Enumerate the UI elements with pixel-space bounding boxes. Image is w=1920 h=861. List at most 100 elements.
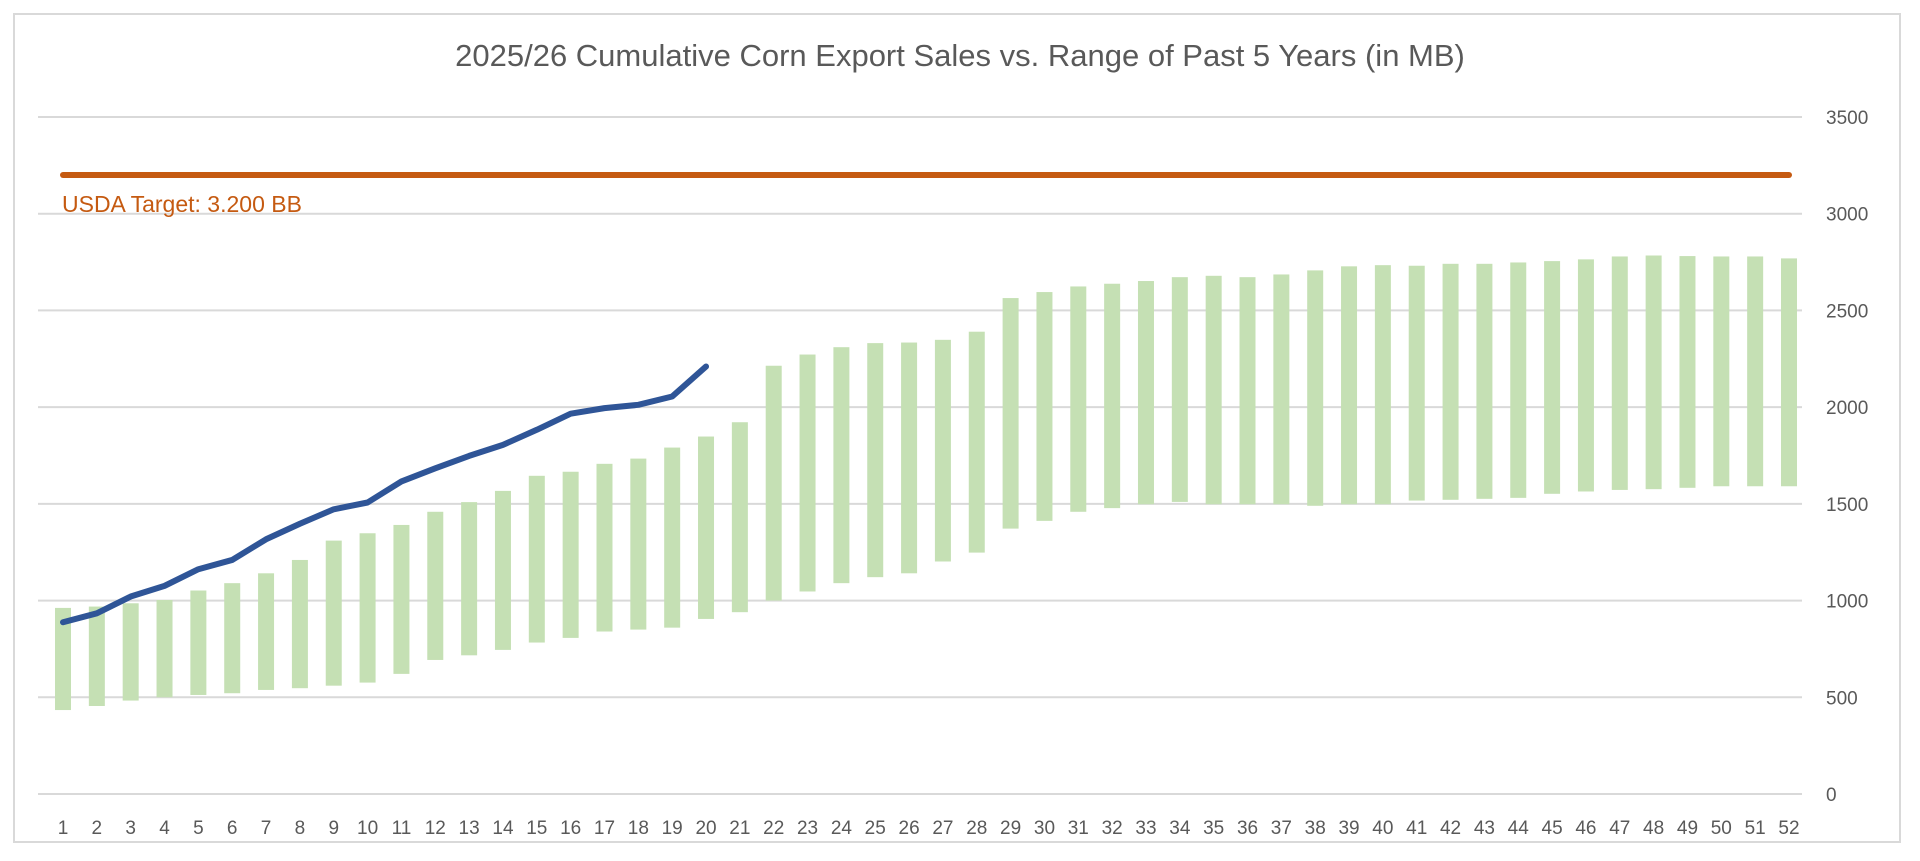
y-tick-label: 1500 — [1826, 495, 1868, 516]
range-bar — [1036, 292, 1053, 521]
range-bar — [291, 559, 308, 689]
range-bar — [731, 422, 748, 613]
range-bar — [833, 347, 850, 584]
x-tick-label: 44 — [1508, 818, 1530, 839]
range-bar — [325, 540, 342, 686]
range-bar — [1713, 256, 1730, 487]
x-tick-label: 43 — [1474, 818, 1495, 839]
range-bar — [190, 590, 207, 695]
x-tick-label: 35 — [1203, 818, 1224, 839]
y-tick-label: 2000 — [1826, 398, 1868, 419]
range-bar — [528, 475, 545, 643]
y-tick-label: 500 — [1826, 688, 1858, 709]
range-bar — [1137, 281, 1154, 505]
sales-line — [60, 363, 710, 626]
range-bar — [698, 436, 715, 619]
range-bar — [1442, 263, 1459, 500]
x-tick-label: 14 — [492, 818, 514, 839]
current-year-line — [60, 363, 710, 626]
range-bar — [1239, 277, 1256, 505]
x-tick-label: 23 — [797, 818, 818, 839]
range-bar — [1273, 274, 1290, 505]
y-tick-label: 3000 — [1826, 205, 1868, 226]
x-tick-label: 51 — [1745, 818, 1766, 839]
x-tick-label: 11 — [392, 818, 412, 839]
range-bar — [156, 599, 173, 698]
x-tick-label: 31 — [1068, 818, 1089, 839]
x-tick-label: 38 — [1305, 818, 1326, 839]
range-bar — [799, 354, 816, 592]
range-bar — [1781, 258, 1797, 487]
range-bar — [765, 365, 782, 601]
x-tick-label: 3 — [125, 818, 136, 839]
range-bar — [1679, 256, 1696, 488]
x-tick-label: 26 — [899, 818, 920, 839]
x-tick-label: 20 — [695, 818, 716, 839]
range-bar — [224, 583, 241, 694]
x-tick-label: 12 — [425, 818, 446, 839]
range-bar — [494, 490, 511, 650]
x-tick-label: 5 — [193, 818, 204, 839]
x-tick-label: 16 — [560, 818, 581, 839]
x-tick-label: 41 — [1406, 818, 1427, 839]
x-tick-label: 28 — [966, 818, 987, 839]
range-bar — [562, 471, 579, 638]
x-tick-label: 6 — [227, 818, 238, 839]
x-tick-label: 22 — [763, 818, 784, 839]
x-tick-label: 8 — [295, 818, 306, 839]
range-bar — [630, 458, 647, 630]
x-tick-label: 27 — [932, 818, 953, 839]
x-tick-label: 15 — [526, 818, 547, 839]
x-tick-label: 32 — [1102, 818, 1123, 839]
range-bar — [427, 511, 444, 660]
range-bar — [867, 343, 884, 578]
x-tick-label: 42 — [1440, 818, 1461, 839]
range-bar — [359, 533, 376, 683]
range-bar — [664, 447, 681, 628]
x-tick-label: 7 — [261, 818, 272, 839]
range-bar — [1408, 265, 1425, 501]
x-tick-label: 29 — [1000, 818, 1021, 839]
x-tick-label: 21 — [729, 818, 750, 839]
x-tick-label: 30 — [1034, 818, 1055, 839]
range-bar — [393, 524, 410, 674]
range-bar — [1002, 298, 1019, 529]
x-tick-label: 4 — [159, 818, 170, 839]
range-bar — [1104, 283, 1121, 509]
x-tick-label: 25 — [865, 818, 886, 839]
y-tick-label: 3500 — [1826, 108, 1868, 129]
y-tick-label: 0 — [1826, 785, 1837, 806]
chart-title: 2025/26 Cumulative Corn Export Sales vs.… — [455, 38, 1465, 73]
range-bar — [1307, 270, 1324, 506]
y-axis-ticks: 0 500 1000 1500 2000 2500 3000 3500 — [1826, 108, 1868, 806]
range-bar — [1611, 256, 1628, 490]
range-bar — [258, 573, 275, 690]
x-tick-label: 48 — [1643, 818, 1664, 839]
x-tick-label: 13 — [459, 818, 480, 839]
range-bar — [55, 607, 71, 711]
x-axis-ticks: 1 2 3 4 5 6 7 8 9 10 11 12 13 14 15 16 17 18 19 20 21 22 23 24 2… — [58, 818, 1800, 839]
usda-target: USDA Target: 3.200 BB — [60, 172, 1792, 217]
range-bar — [596, 463, 613, 632]
x-tick-label: 45 — [1542, 818, 1563, 839]
range-bar — [1510, 262, 1527, 498]
x-tick-label: 50 — [1711, 818, 1732, 839]
usda-target-label: USDA Target: 3.200 BB — [62, 191, 302, 217]
x-tick-label: 1 — [58, 818, 69, 839]
y-tick-label: 1000 — [1826, 592, 1868, 613]
x-tick-label: 34 — [1169, 818, 1191, 839]
x-tick-label: 37 — [1271, 818, 1292, 839]
x-tick-label: 36 — [1237, 818, 1258, 839]
x-tick-label: 52 — [1778, 818, 1799, 839]
x-tick-label: 47 — [1609, 818, 1630, 839]
range-bar — [1070, 286, 1087, 512]
x-tick-label: 49 — [1677, 818, 1698, 839]
range-bars — [55, 255, 1797, 711]
range-bar — [1476, 263, 1493, 499]
x-tick-label: 46 — [1575, 818, 1596, 839]
x-tick-label: 24 — [831, 818, 853, 839]
range-bar — [1341, 266, 1358, 505]
range-bar — [88, 606, 105, 706]
range-bar — [1645, 255, 1662, 490]
